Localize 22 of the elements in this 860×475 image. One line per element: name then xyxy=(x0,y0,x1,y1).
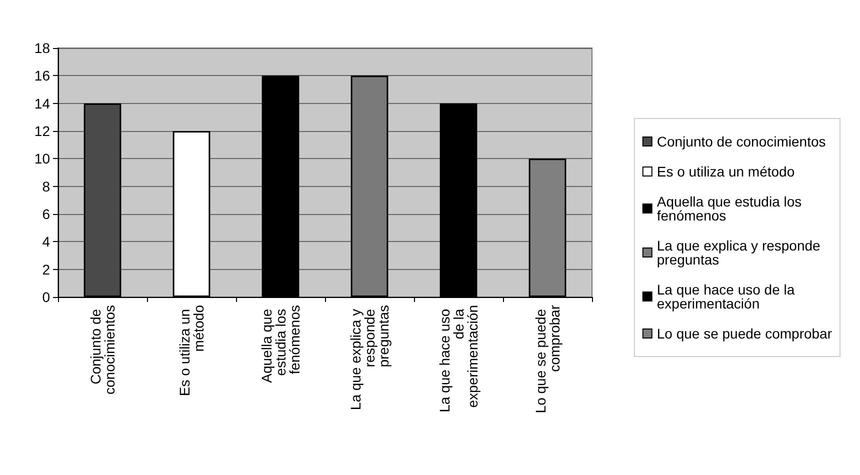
x-tick-label: La que explica y responde preguntas xyxy=(348,305,392,410)
x-tick-label: Es o utiliza un método xyxy=(176,304,206,396)
y-tick-label: 0 xyxy=(42,289,50,305)
x-tick-label: Lo que se puede comprobar xyxy=(532,304,562,414)
legend-label: Es o utiliza un método xyxy=(656,164,795,180)
y-tick-label: 10 xyxy=(34,150,50,167)
y-tick-label: 4 xyxy=(42,234,50,250)
y-tick-label: 16 xyxy=(34,68,50,84)
legend-label: La que explica y responde preguntas xyxy=(656,238,824,268)
y-tick-label: 8 xyxy=(42,178,50,194)
y-tick-label: 18 xyxy=(34,40,50,56)
legend-label: Lo que se puede comprobar xyxy=(656,326,832,342)
legend-label: Aquella que estudia los fenómenos xyxy=(656,194,806,224)
x-tick-label: Conjunto de conocimientos xyxy=(88,305,118,394)
legend-label: La que hace uso de la experimentación xyxy=(656,282,799,312)
y-tick-label: 12 xyxy=(34,123,50,139)
y-tick-label: 2 xyxy=(42,261,50,278)
y-tick-label: 6 xyxy=(42,206,50,222)
y-tick-label: 14 xyxy=(34,95,50,112)
legend-label: Conjunto de conocimientos xyxy=(656,134,826,150)
x-tick-label: Aquella que estudia los fenómenos xyxy=(258,305,302,383)
x-tick-label: La que hace uso de la experimentación xyxy=(436,305,480,412)
